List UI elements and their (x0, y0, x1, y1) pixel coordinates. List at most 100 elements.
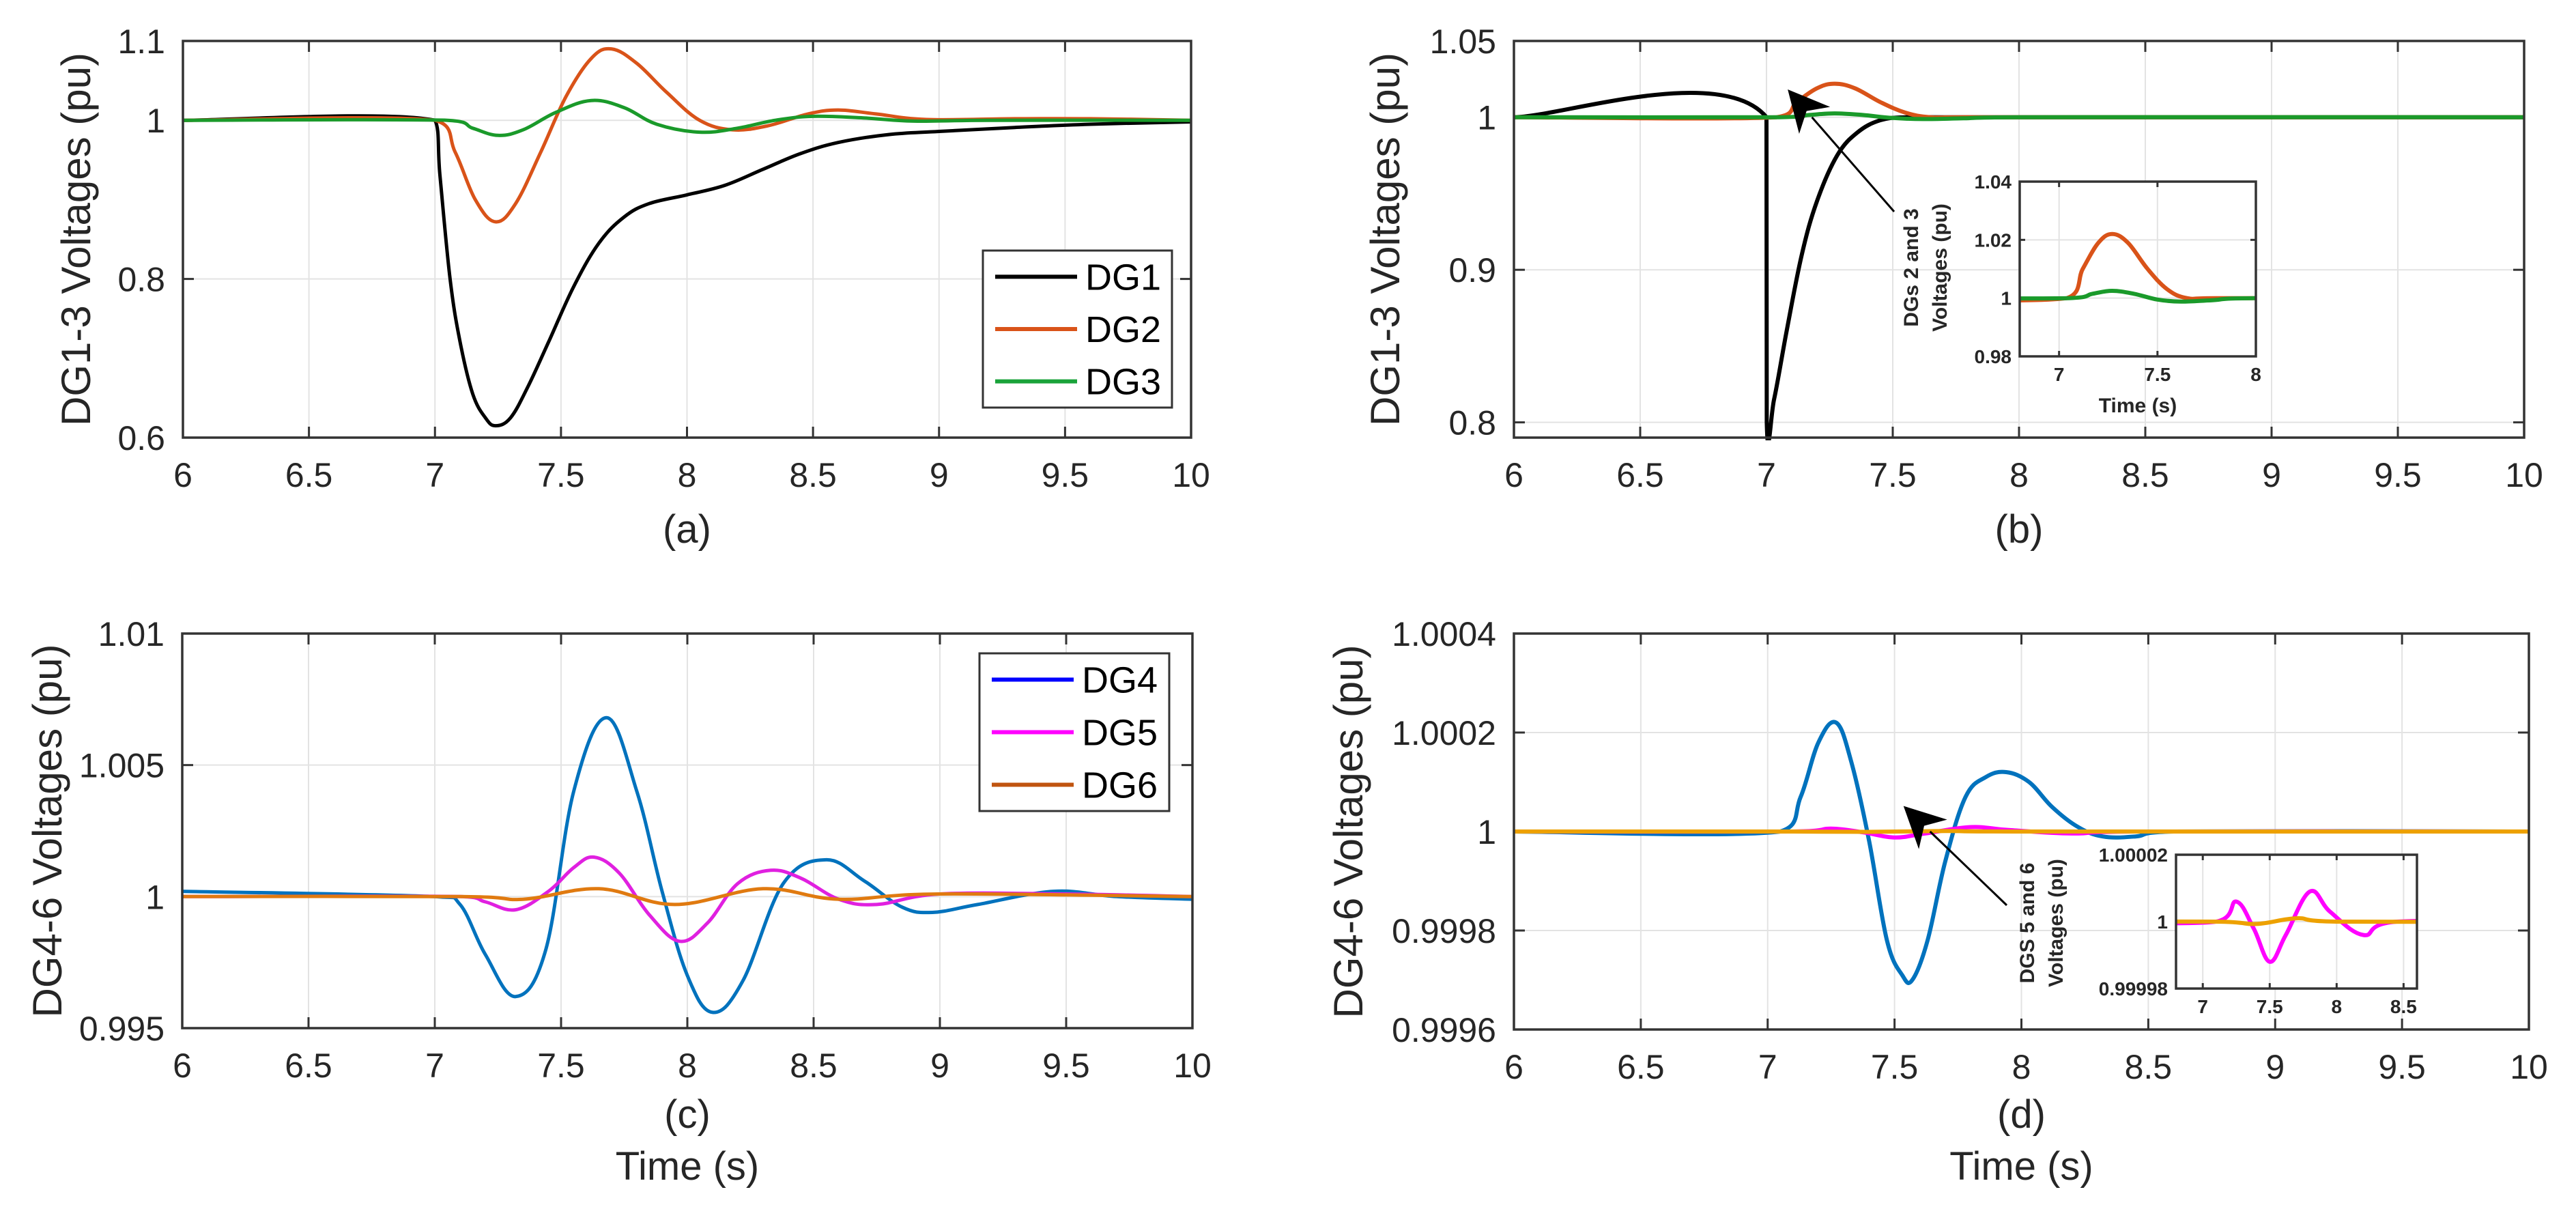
x-tick-label: 8.5 (2121, 456, 2169, 494)
inset-x-tick-label: 7.5 (2257, 996, 2283, 1017)
panel-label: (d) (1997, 1092, 2046, 1137)
y-tick-label: 0.9996 (1392, 1011, 1496, 1049)
x-tick-label: 7 (425, 1047, 444, 1085)
series-dg4 (182, 715, 1192, 1014)
x-tick-label: 8 (2009, 456, 2029, 494)
x-tick-label: 10 (2510, 1048, 2548, 1086)
x-tick-label: 10 (1173, 1047, 1212, 1085)
panel-label: (b) (1995, 507, 2044, 552)
x-tick-label: 8.5 (789, 456, 837, 494)
x-tick-label: 7 (1757, 456, 1776, 494)
inset-y-tick-label: 1.00002 (2099, 844, 2168, 866)
x-tick-label: 7.5 (1871, 1048, 1919, 1086)
series-dg3 (1514, 111, 2524, 122)
x-tick-label: 6 (1504, 456, 1523, 494)
x-axis-label: Time (s) (616, 1144, 759, 1189)
x-tick-label: 6.5 (1616, 456, 1664, 494)
x-tick-label: 10 (2505, 456, 2543, 494)
y-tick-label: 1.01 (98, 615, 164, 653)
inset-y-label-line2: Voltages (pu) (1929, 203, 1951, 332)
panel-b: 6 6.5 7 7.5 8 8.5 9 9.5 10 0.8 0.9 1 1.05 DG1-3 Volta… (1362, 23, 2543, 552)
inset-y-label-line1: DGS 5 and 6 (2016, 863, 2039, 984)
x-tick-label: 9.5 (1042, 1047, 1090, 1085)
x-tick-label: 6.5 (285, 456, 333, 494)
x-tick-label: 8 (678, 1047, 697, 1085)
x-tick-label: 8 (2012, 1048, 2031, 1086)
y-tick-label: 0.9 (1448, 251, 1496, 289)
panel-label: (a) (663, 507, 711, 552)
legend-label: DG1 (1085, 257, 1161, 298)
y-tick-label: 0.6 (117, 419, 165, 457)
x-tick-label: 9.5 (2378, 1048, 2426, 1086)
series-dg6 (182, 887, 1192, 907)
series-dg1 (183, 114, 1191, 428)
x-tick-label: 8.5 (790, 1047, 838, 1085)
y-axis-label: DG4-6 Voltages (pu) (25, 644, 70, 1018)
inset-plot-area (2020, 182, 2256, 356)
x-tick-label: 6 (173, 1047, 192, 1085)
panel-d: 6 6.5 7 7.5 8 8.5 9 9.5 10 0.9996 0.9998 1 1.0002 1.0… (1326, 615, 2548, 1189)
x-axis-label: Time (s) (1949, 1144, 2093, 1189)
y-tick-label: 0.8 (1448, 404, 1496, 442)
y-tick-label: 1 (145, 878, 164, 916)
inset-x-label: Time (s) (2099, 395, 2177, 417)
y-tick-label: 0.9998 (1392, 912, 1496, 950)
legend-label: DG6 (1082, 765, 1158, 806)
x-tick-label: 6 (173, 456, 192, 494)
annotation-arrow (1903, 806, 2008, 907)
x-tick-label: 8 (678, 456, 697, 494)
inset-y-tick-label: 1.02 (1975, 229, 2012, 251)
x-tick-label: 10 (1172, 456, 1210, 494)
x-tick-label: 9 (930, 1047, 949, 1085)
y-tick-label: 0.995 (79, 1010, 164, 1048)
inset-frame (2175, 853, 2418, 990)
annotation-arrow (1788, 89, 1895, 212)
legend-item-dg2: DG2 (995, 309, 1161, 350)
axes-frame (182, 40, 1192, 439)
y-tick-label: 0.8 (117, 261, 165, 299)
axes-frame (181, 632, 1194, 1030)
y-axis-label: DG1-3 Voltages (pu) (53, 53, 99, 426)
legend-item-dg6: DG6 (992, 765, 1158, 806)
series-dg4 (1514, 720, 2529, 985)
x-tick-label: 9 (2262, 456, 2281, 494)
y-tick-label: 1.0004 (1392, 615, 1496, 653)
legend-label: DG3 (1085, 362, 1161, 403)
x-tick-label: 6.5 (1617, 1048, 1665, 1086)
inset-x-tick-label: 7 (2054, 364, 2065, 385)
legend-item-dg5: DG5 (992, 713, 1158, 754)
inset-y-tick-label: 1 (2157, 911, 2168, 933)
y-tick-label: 1 (146, 102, 165, 140)
inset-y-tick-label: 1 (2001, 288, 2012, 309)
x-tick-label: 7.5 (537, 1047, 585, 1085)
x-tick-label: 8.5 (2125, 1048, 2173, 1086)
y-tick-label: 1.0002 (1392, 714, 1496, 752)
y-tick-label: 1 (1477, 813, 1496, 851)
x-tick-label: 6.5 (285, 1047, 332, 1085)
inset-y-label-line2: Voltages (pu) (2045, 859, 2067, 987)
inset-plot: 7 7.5 8 8.5 0.99998 1 1.00002 DGS 5 and 6 Voltag… (2016, 844, 2418, 1017)
inset-series-dg6 (2176, 916, 2417, 926)
x-tick-label: 9.5 (2374, 456, 2422, 494)
inset-x-tick-label: 7 (2197, 996, 2208, 1017)
panel-label: (c) (664, 1092, 711, 1137)
x-tick-label: 9 (930, 456, 949, 494)
legend: DG1 DG2 DG3 (982, 249, 1173, 409)
series-dg3 (183, 98, 1191, 137)
x-tick-label: 7 (1758, 1048, 1777, 1086)
x-tick-label: 9.5 (1042, 456, 1089, 494)
inset-y-tick-label: 1.04 (1975, 171, 2012, 193)
x-tick-label: 9 (2265, 1048, 2285, 1086)
legend-label: DG5 (1082, 713, 1158, 754)
axes-frame (1513, 632, 2530, 1031)
axes-frame (1513, 40, 2525, 439)
y-axis-label: DG4-6 Voltages (pu) (1326, 645, 1371, 1019)
y-tick-label: 1 (1477, 99, 1496, 137)
inset-y-label-line1: DGs 2 and 3 (1900, 208, 1923, 326)
y-tick-label: 1.1 (117, 23, 165, 61)
y-tick-label: 1.05 (1430, 23, 1496, 61)
inset-x-tick-label: 7.5 (2144, 364, 2171, 385)
inset-x-tick-label: 8.5 (2390, 996, 2417, 1017)
legend-item-dg3: DG3 (995, 362, 1161, 403)
